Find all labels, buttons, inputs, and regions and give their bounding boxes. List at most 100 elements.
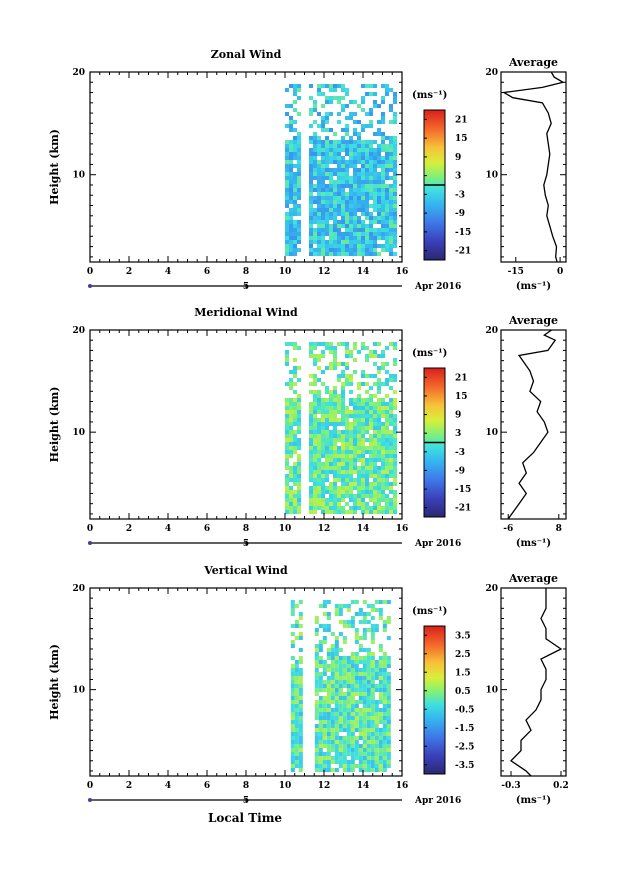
heatmap-cell <box>338 756 343 760</box>
heatmap-cell <box>345 366 349 370</box>
heatmap-cell <box>370 768 375 772</box>
heatmap-cell <box>294 712 299 716</box>
date-label: Apr 2016 <box>414 796 461 806</box>
heatmap-cell <box>297 168 301 172</box>
heatmap-cell <box>393 212 397 216</box>
heatmap-cell <box>309 382 313 386</box>
heatmap-cell <box>290 656 295 660</box>
heatmap-cell <box>329 490 333 494</box>
heatmap-cell <box>334 668 339 672</box>
heatmap-cell <box>298 616 303 620</box>
heatmap-cell <box>381 176 385 180</box>
heatmap-cell <box>381 232 385 236</box>
heatmap-cell <box>373 362 377 366</box>
average-y-tick-label: 10 <box>485 171 498 181</box>
heatmap-cell <box>329 506 333 510</box>
heatmap-cell <box>321 446 325 450</box>
heatmap-cell <box>349 354 353 358</box>
heatmap-cell <box>322 720 327 724</box>
heatmap-cell <box>294 680 299 684</box>
heatmap-cell <box>370 756 375 760</box>
heatmap-cell <box>369 144 373 148</box>
heatmap-cell <box>289 442 293 446</box>
heatmap-cell <box>346 660 351 664</box>
heatmap-cell <box>393 112 397 116</box>
heatmap-cell <box>385 502 389 506</box>
heatmap-cell <box>389 216 393 220</box>
heatmap-cell <box>322 756 327 760</box>
heatmap-cell <box>293 196 297 200</box>
heatmap-cell <box>373 502 377 506</box>
heatmap-cell <box>329 442 333 446</box>
heatmap-cell <box>389 248 393 252</box>
heatmap-cell <box>329 510 333 514</box>
heatmap-cell <box>354 708 359 712</box>
heatmap-cell <box>354 740 359 744</box>
heatmap-cell <box>321 164 325 168</box>
heatmap-cell <box>317 342 321 346</box>
heatmap-cell <box>353 252 357 256</box>
heatmap-cell <box>345 180 349 184</box>
heatmap-cell <box>333 394 337 398</box>
heatmap-cell <box>290 764 295 768</box>
heatmap-cell <box>321 244 325 248</box>
heatmap-cell <box>337 212 341 216</box>
heatmap-cell <box>326 684 331 688</box>
heatmap-cell <box>369 418 373 422</box>
heatmap-cell <box>338 760 343 764</box>
heatmap-cell <box>346 624 351 628</box>
heatmap-cell <box>289 212 293 216</box>
heatmap-cell <box>357 410 361 414</box>
heatmap-cell <box>329 240 333 244</box>
heatmap-cell <box>329 398 333 402</box>
heatmap-cell <box>345 236 349 240</box>
heatmap-cell <box>354 724 359 728</box>
heatmap-cell <box>381 216 385 220</box>
heatmap-cell <box>373 100 377 104</box>
heatmap-cell <box>337 470 341 474</box>
heatmap-cell <box>293 208 297 212</box>
heatmap-cell <box>322 760 327 764</box>
heatmap-cell <box>334 744 339 748</box>
heatmap-cell <box>346 664 351 668</box>
heatmap-cell <box>349 220 353 224</box>
heatmap-cell <box>382 768 387 772</box>
heatmap-cell <box>337 224 341 228</box>
heatmap-cell <box>330 676 335 680</box>
heatmap-cell <box>361 128 365 132</box>
heatmap-cell <box>366 724 371 728</box>
heatmap-cell <box>338 604 343 608</box>
heatmap-cell <box>377 204 381 208</box>
heatmap-cell <box>317 152 321 156</box>
heatmap-cell <box>317 180 321 184</box>
heatmap-cell <box>389 156 393 160</box>
heatmap-cell <box>333 458 337 462</box>
heatmap-cell <box>377 434 381 438</box>
heatmap-cell <box>366 660 371 664</box>
heatmap-cell <box>289 506 293 510</box>
heatmap-cell <box>370 732 375 736</box>
heatmap-cell <box>350 692 355 696</box>
heatmap-cell <box>377 342 381 346</box>
heatmap-cell <box>337 252 341 256</box>
heatmap-cell <box>325 454 329 458</box>
heatmap-cell <box>334 640 339 644</box>
heatmap-cell <box>338 700 343 704</box>
heatmap-cell <box>289 168 293 172</box>
heatmap-cell <box>350 620 355 624</box>
heatmap-cell <box>289 430 293 434</box>
heatmap-cell <box>377 418 381 422</box>
heatmap-cell <box>285 156 289 160</box>
heatmap-cell <box>321 402 325 406</box>
heatmap-cell <box>330 712 335 716</box>
heatmap-cell <box>329 224 333 228</box>
heatmap-cell <box>370 708 375 712</box>
heatmap-cell <box>325 414 329 418</box>
heatmap-cell <box>353 240 357 244</box>
heatmap-cell <box>365 458 369 462</box>
heatmap-cell <box>349 116 353 120</box>
heatmap-cell <box>293 506 297 510</box>
heatmap-cell <box>314 668 319 672</box>
heatmap-cell <box>370 740 375 744</box>
heatmap-cell <box>365 224 369 228</box>
